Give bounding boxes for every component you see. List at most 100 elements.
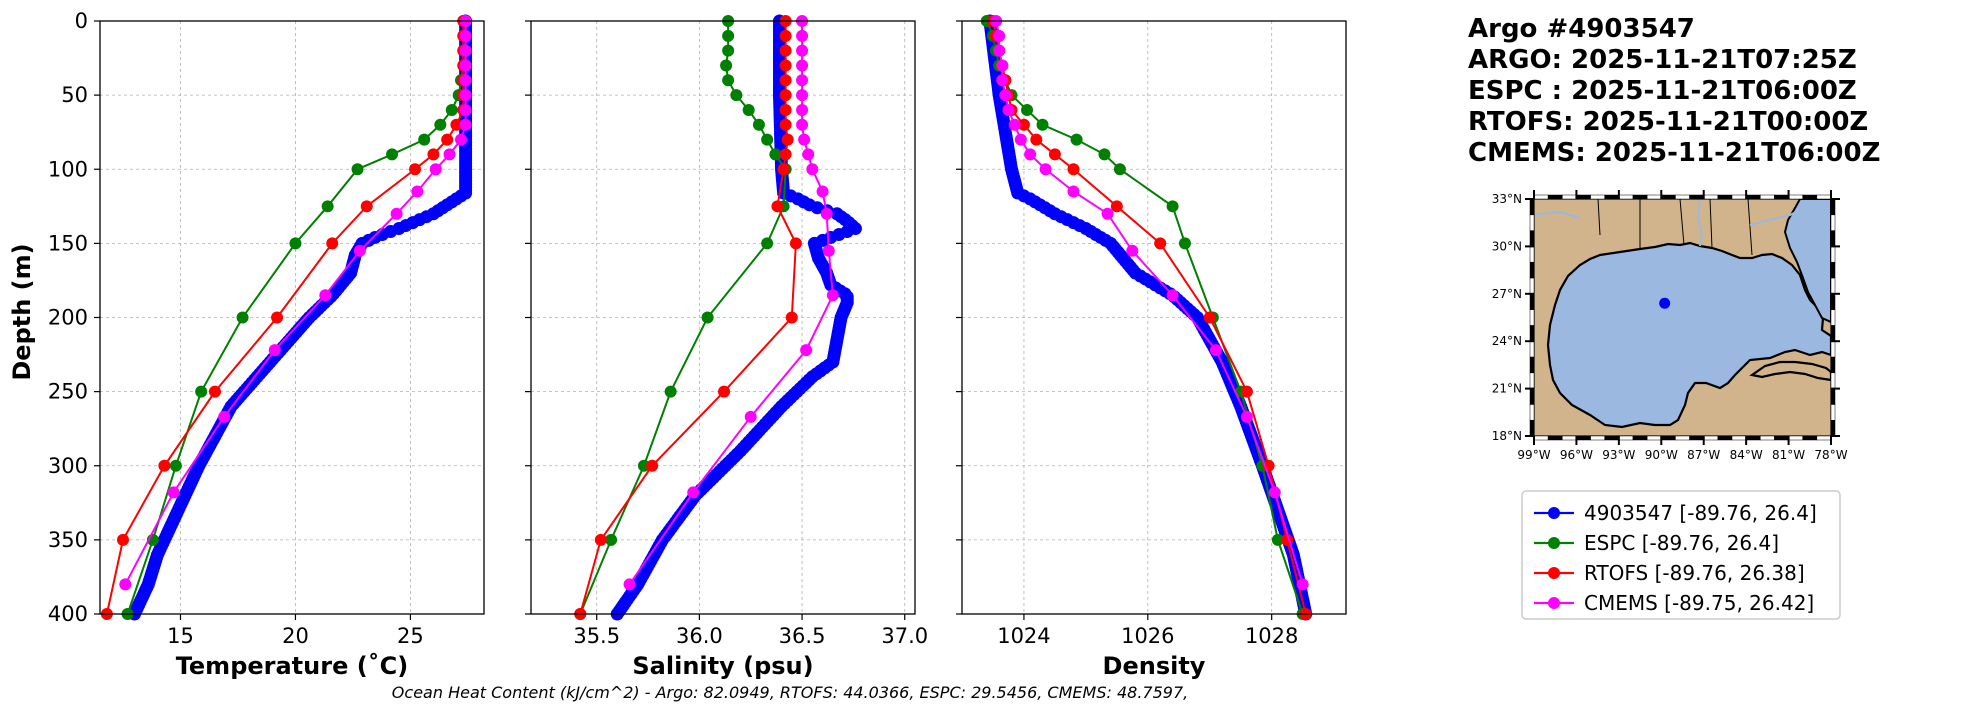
salinity-point <box>687 486 700 499</box>
salinity-point <box>810 201 824 215</box>
map-cuba <box>1749 360 1831 382</box>
map-frame-segment <box>1830 404 1836 421</box>
map-frame-segment <box>1576 435 1591 441</box>
salinity-series-cmems <box>623 15 839 591</box>
salinity-point <box>752 118 765 131</box>
density-point <box>1268 486 1281 499</box>
density-point <box>1021 103 1034 116</box>
map-frame-segment <box>1562 435 1577 441</box>
map-frame-segment <box>1604 194 1620 200</box>
salinity-point <box>605 533 618 546</box>
map-lon-label: 96°W <box>1560 448 1593 462</box>
map-frame-segment <box>1689 194 1704 200</box>
title-cmems-time: CMEMS: 2025-11-21T06:00Z <box>1468 138 1881 168</box>
density-point <box>1067 163 1080 176</box>
map-frame-segment <box>1590 435 1605 441</box>
map-frame-segment <box>1703 435 1719 441</box>
map-lon-label: 99°W <box>1517 448 1550 462</box>
float-location-marker <box>1659 297 1671 309</box>
depth-axis-label: Depth (m) <box>8 243 36 380</box>
legend-marker <box>1548 567 1560 579</box>
salinity-point <box>720 59 733 72</box>
density-point <box>1014 133 1027 146</box>
density-point <box>1002 103 1015 116</box>
map-frame-segment <box>1830 214 1836 231</box>
salinity-series-4903547 <box>610 14 862 621</box>
salinity-point <box>722 74 735 87</box>
salinity-point <box>796 118 809 131</box>
legend-label: RTOFS [-89.76, 26.38] <box>1584 561 1805 585</box>
salinity-point <box>769 148 782 161</box>
density-point <box>1209 344 1222 357</box>
temperature-point <box>459 118 472 131</box>
map-frame-segment <box>1731 194 1747 200</box>
map-frame-segment <box>1632 194 1648 200</box>
temperature-xtick-label: 20 <box>282 624 309 648</box>
legend-item: CMEMS [-89.75, 26.42] <box>1534 591 1814 615</box>
salinity-point <box>779 59 792 72</box>
temperature-point <box>236 311 249 324</box>
density-point <box>1036 118 1049 131</box>
temperature-point <box>434 118 447 131</box>
density-point <box>1296 578 1309 591</box>
temperature-point <box>289 237 302 250</box>
temperature-point <box>351 163 364 176</box>
temperature-panel: 15 20 25050100150200250300350400Temperatur… <box>48 9 485 680</box>
map-frame-segment <box>1632 435 1648 441</box>
map-lon-label: 93°W <box>1602 448 1635 462</box>
temperature-point <box>169 459 182 472</box>
density-xtick-label: 1024 <box>997 624 1050 648</box>
map-frame-segment <box>1830 325 1836 342</box>
temperature-point <box>386 148 399 161</box>
map-frame-segment <box>1788 435 1803 441</box>
temperature-point <box>459 59 472 72</box>
map-frame-segment <box>1830 246 1836 263</box>
salinity-xtick-label: 37.0 <box>881 624 928 648</box>
map-frame-segment <box>1745 194 1761 200</box>
salinity-point <box>623 578 636 591</box>
temperature-point <box>167 486 180 499</box>
density-point <box>1166 200 1179 213</box>
legend-label: 4903547 [-89.76, 26.4] <box>1584 501 1817 525</box>
density-point <box>1271 533 1284 546</box>
depth-tick-label: 150 <box>48 231 88 255</box>
temperature-point <box>319 289 332 302</box>
depth-tick-label: 200 <box>48 306 88 330</box>
legend-label: ESPC [-89.76, 26.4] <box>1584 531 1779 555</box>
temperature-point <box>268 344 281 357</box>
salinity-point <box>796 103 809 116</box>
density-point <box>1240 410 1253 423</box>
legend-item: ESPC [-89.76, 26.4] <box>1534 531 1779 555</box>
map-frame-segment <box>1590 194 1605 200</box>
map-frame-segment <box>1529 419 1535 437</box>
map-frame-segment <box>1529 214 1535 231</box>
map-frame-segment <box>1745 435 1761 441</box>
map-frame-segment <box>1533 194 1549 200</box>
map-frame-segment <box>1675 194 1690 200</box>
density-point <box>1039 163 1052 176</box>
map-frame-segment <box>1529 293 1535 310</box>
density-point <box>999 89 1012 102</box>
temperature-point <box>455 133 468 146</box>
map-lon-label: 78°W <box>1814 448 1847 462</box>
map-frame-segment <box>1529 372 1535 389</box>
density-point <box>1070 133 1083 146</box>
salinity-point <box>785 311 798 324</box>
map-gulf-of-mexico <box>1546 241 1831 429</box>
map-frame-segment <box>1529 246 1535 263</box>
map-frame-segment <box>1529 309 1535 326</box>
map-frame-segment <box>1830 293 1836 310</box>
temperature-point <box>459 74 472 87</box>
density-point <box>1178 237 1191 250</box>
map-frame-segment <box>1830 372 1836 389</box>
map-frame-segment <box>1547 194 1563 200</box>
temperature-point <box>208 385 221 398</box>
temperature-point <box>429 163 442 176</box>
salinity-point <box>802 148 815 161</box>
salinity-point <box>779 29 792 42</box>
map-frame-segment <box>1529 356 1535 374</box>
temperature-xtick-label: 25 <box>397 624 424 648</box>
temperature-point <box>459 29 472 42</box>
salinity-point <box>779 118 792 131</box>
map-frame-segment <box>1830 309 1836 326</box>
